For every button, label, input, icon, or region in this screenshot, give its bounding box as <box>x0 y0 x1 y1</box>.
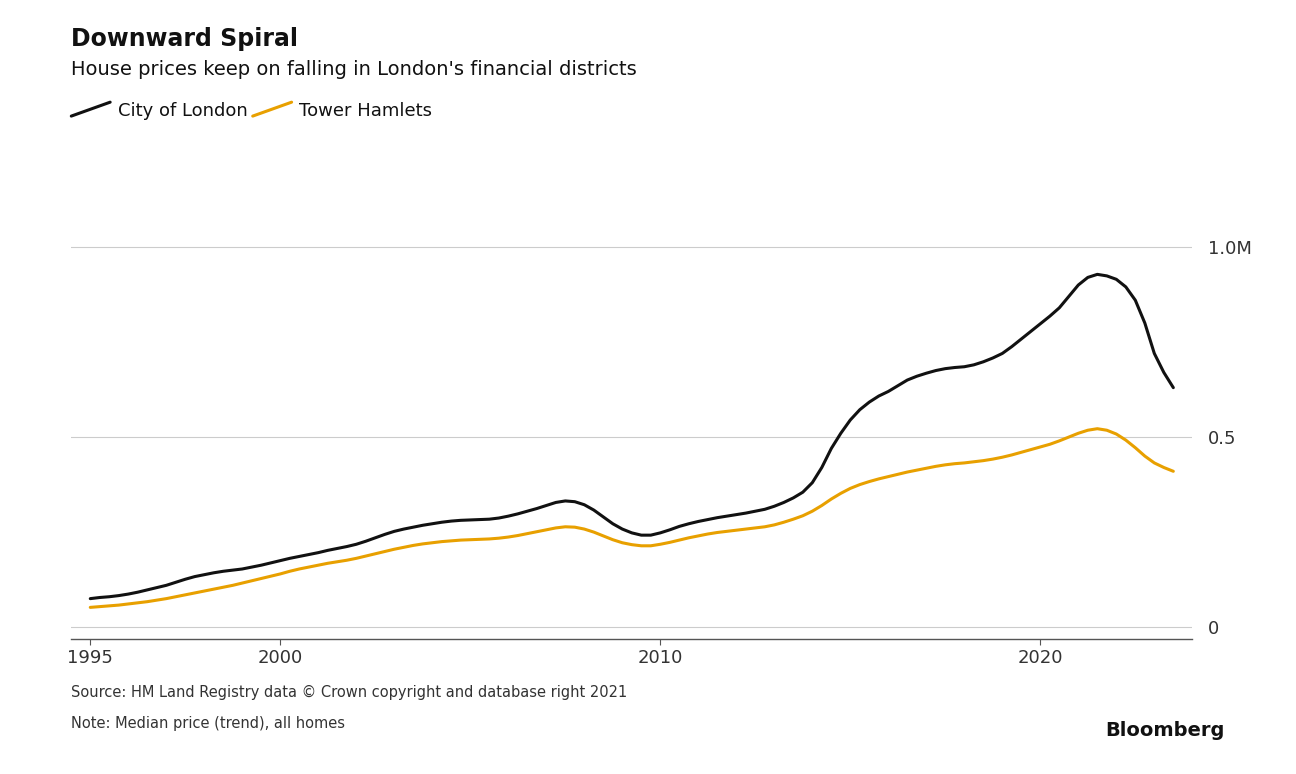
Text: Source: HM Land Registry data © Crown copyright and database right 2021: Source: HM Land Registry data © Crown co… <box>71 685 627 700</box>
Text: City of London: City of London <box>118 101 248 120</box>
Text: House prices keep on falling in London's financial districts: House prices keep on falling in London's… <box>71 60 638 80</box>
Text: Tower Hamlets: Tower Hamlets <box>299 101 433 120</box>
Text: Downward Spiral: Downward Spiral <box>71 27 298 51</box>
Text: Bloomberg: Bloomberg <box>1105 721 1225 741</box>
Text: Note: Median price (trend), all homes: Note: Median price (trend), all homes <box>71 716 345 731</box>
